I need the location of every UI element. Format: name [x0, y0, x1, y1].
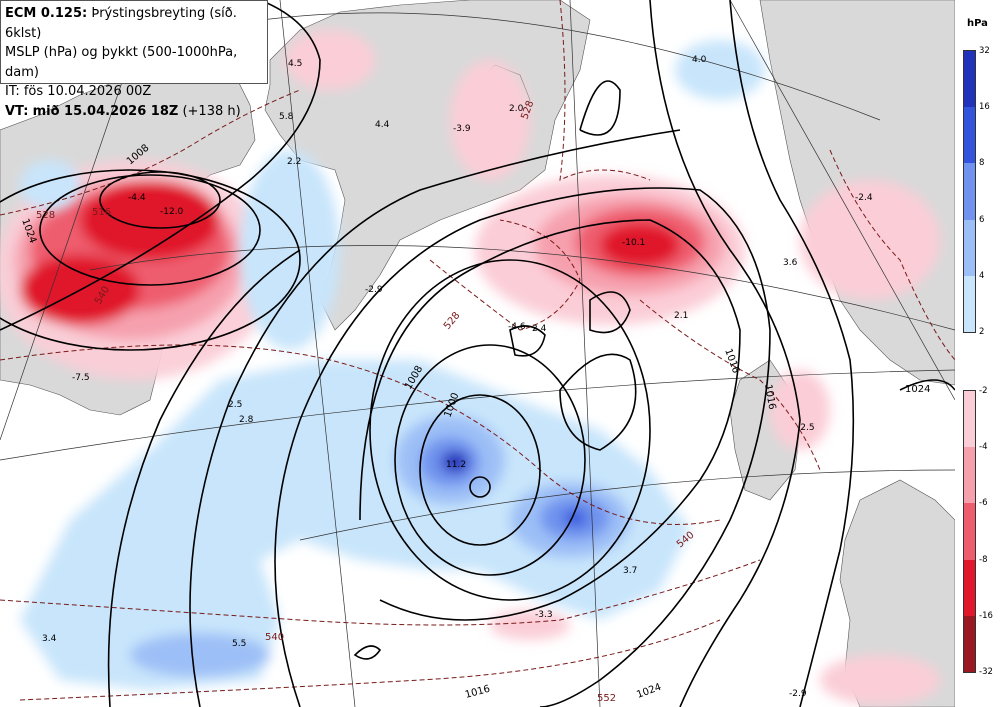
subtitle-line: MSLP (hPa) og þykkt (500-1000hPa, dam) — [5, 45, 238, 80]
map-canvas: 528 516 528 528 540 540 552 540 1000 100… — [0, 0, 955, 707]
change-label: -3.9 — [453, 124, 471, 134]
british-isles-landmass — [839, 479, 955, 707]
weather-map: 528 516 528 528 540 540 552 540 1000 100… — [0, 0, 955, 707]
legend-color-segment — [964, 107, 975, 164]
change-label: -7.5 — [72, 373, 90, 383]
legend-tick-label: -2 — [979, 386, 988, 396]
change-label: -2.9 — [365, 285, 383, 295]
legend-tick-label: -32 — [979, 667, 993, 677]
valid-time: mið 15.04.2026 18Z — [32, 103, 179, 119]
change-label: 2.4 — [532, 324, 547, 334]
change-label: 5.5 — [232, 639, 246, 649]
color-legend: hPa 32 16 8 6 4 2 -2 -4 -6 -8 -16 -32 — [955, 0, 1000, 707]
legend-color-segment — [964, 503, 975, 560]
isobar-label: 1024 — [905, 384, 930, 395]
pressure-rise-shading — [20, 40, 765, 690]
legend-color-segment — [964, 391, 975, 448]
change-label: 3.4 — [42, 634, 57, 644]
valid-label: VT: — [5, 103, 29, 119]
map-info-box: ECM 0.125: Þrýstingsbreyting (síð. 6klst… — [0, 0, 268, 119]
model-name: ECM 0.125: — [5, 6, 88, 21]
change-label: 11.2 — [446, 460, 466, 470]
thickness-label: 552 — [597, 693, 616, 704]
change-label: -12.0 — [160, 207, 184, 217]
title-line: ECM 0.125: Þrýstingsbreyting (síð. 6klst… — [5, 4, 263, 43]
legend-color-segment — [964, 559, 975, 616]
change-label: 4.4 — [375, 120, 390, 130]
pressure-fall-shading — [0, 30, 940, 705]
thickness-label: 516 — [92, 207, 111, 218]
legend-color-segment — [964, 615, 975, 672]
legend-tick-label: 4 — [979, 270, 985, 281]
change-label: 2.1 — [674, 311, 688, 321]
legend-tick-label: 6 — [979, 214, 985, 225]
legend-color-segment — [964, 447, 975, 504]
graticule — [0, 0, 955, 707]
field-name: Þrýstingsbreyting (síð. 6klst) — [5, 6, 237, 41]
thickness-label: 528 — [442, 310, 463, 332]
pressure-change-labels: 4.0 4.5 5.8 2.2 4.4 2.0 -3.9 -4.4 -12.0 … — [42, 55, 873, 699]
legend-tick-label: -8 — [979, 554, 988, 565]
legend-color-segment — [964, 51, 975, 108]
lead-time: (+138 h) — [182, 103, 241, 119]
legend-tick-label: -4 — [979, 442, 988, 453]
thickness-label: 540 — [265, 632, 284, 643]
change-label: 3.6 — [783, 258, 798, 268]
change-label: -3.3 — [535, 610, 553, 620]
isobar-label: 1016 — [464, 684, 491, 701]
change-label: -2.5 — [797, 423, 815, 433]
change-label: 5.8 — [279, 112, 294, 122]
legend-tick-label: -16 — [979, 610, 993, 621]
change-label: 2.2 — [287, 157, 301, 167]
legend-tick-label: 2 — [979, 327, 985, 337]
legend-color-segment — [964, 275, 975, 332]
legend-unit: hPa — [967, 18, 988, 29]
isobars — [0, 0, 955, 707]
legend-color-segment — [964, 163, 975, 220]
change-label: 2.8 — [239, 415, 254, 425]
change-label: 3.7 — [623, 566, 637, 576]
thickness-label: 528 — [36, 210, 55, 221]
legend-positive-bar — [963, 50, 976, 333]
change-label: 4.5 — [288, 59, 302, 69]
change-label: -4.6 — [508, 322, 526, 332]
change-label: -2.9 — [789, 689, 807, 699]
isobar-label: 1024 — [635, 682, 663, 701]
legend-tick-label: 32 — [979, 46, 990, 56]
change-label: 2.5 — [228, 400, 242, 410]
valid-time-line: VT: mið 15.04.2026 18Z (+138 h) — [5, 102, 263, 122]
change-label: -2.4 — [855, 193, 873, 203]
init-time: IT: fös 10.04.2026 00Z — [5, 84, 152, 99]
thickness-contours — [0, 0, 955, 701]
legend-negative-bar — [963, 390, 976, 673]
isobar-label: 1016 — [762, 384, 777, 411]
change-label: 4.0 — [692, 55, 707, 65]
legend-tick-label: 8 — [979, 158, 985, 169]
change-label: -4.4 — [128, 193, 146, 203]
change-label: 2.0 — [509, 104, 524, 114]
legend-tick-label: 16 — [979, 102, 990, 113]
change-label: -10.1 — [622, 238, 645, 248]
legend-color-segment — [964, 219, 975, 276]
legend-tick-label: -6 — [979, 498, 988, 509]
